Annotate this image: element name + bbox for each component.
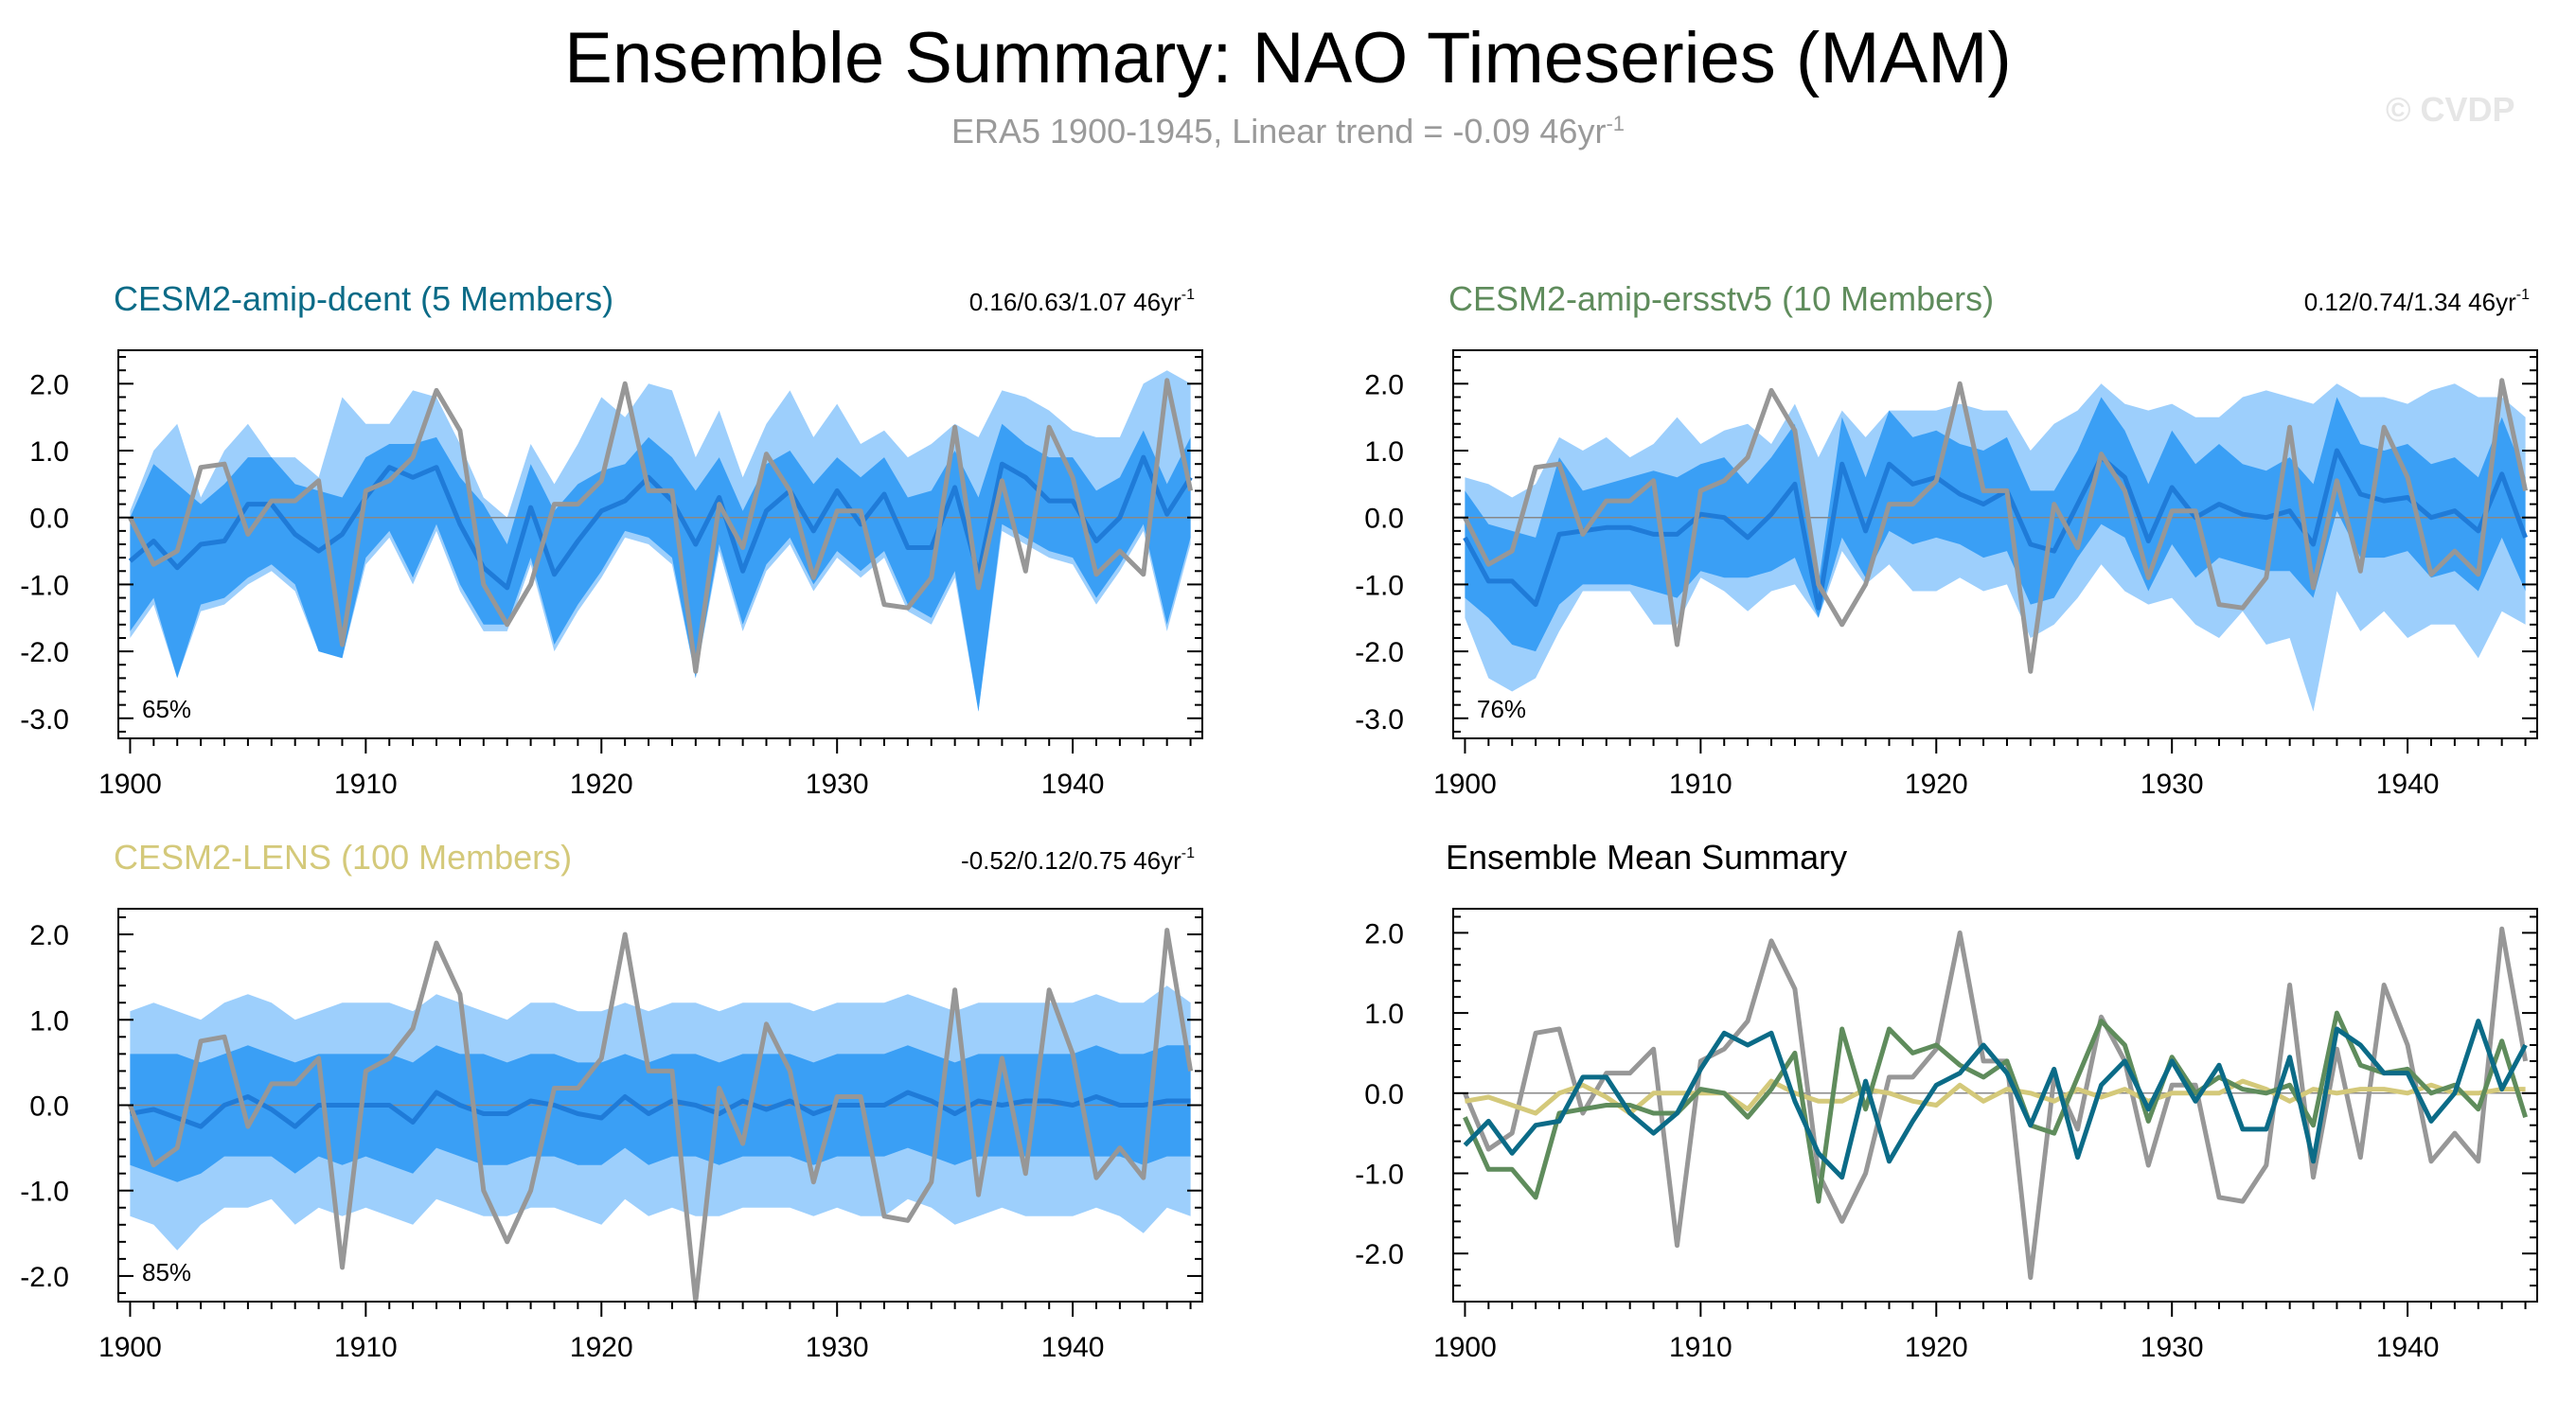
y-tick-label: -3.0 bbox=[20, 704, 69, 736]
panel-1: 2.0 1.0 0.0 -1.0 -2.0 -3.0 1900 1910 1920 1930 194… bbox=[20, 279, 1203, 800]
y-tick-label: -2.0 bbox=[20, 1262, 69, 1293]
inner-range-band bbox=[130, 423, 1191, 712]
y-tick-label: 0.0 bbox=[1364, 1079, 1404, 1110]
x-tick-label: 1910 bbox=[1669, 1332, 1732, 1363]
inner-range-band bbox=[130, 1045, 1191, 1182]
trend-label: 0.12/0.74/1.34 46yr-1 bbox=[2304, 287, 2530, 316]
x-tick-label: 1900 bbox=[1433, 769, 1497, 800]
x-tick-label: 1930 bbox=[806, 769, 869, 800]
percent-label: 65% bbox=[142, 695, 191, 723]
y-tick-label: 2.0 bbox=[1364, 369, 1404, 400]
x-tick-label: 1900 bbox=[98, 769, 162, 800]
y-tick-label: 1.0 bbox=[29, 1005, 69, 1037]
x-tick-label: 1910 bbox=[334, 769, 398, 800]
panel-title: CESM2-LENS (100 Members) bbox=[114, 838, 572, 877]
subtitle-exponent: -1 bbox=[1606, 112, 1625, 135]
observed-line bbox=[128, 928, 1194, 1304]
percent-label: 76% bbox=[1477, 695, 1526, 723]
x-tick-label: 1920 bbox=[1905, 1332, 1968, 1363]
y-tick-label: -1.0 bbox=[20, 570, 69, 601]
x-tick-label: 1930 bbox=[2141, 769, 2204, 800]
y-tick-label: 2.0 bbox=[1364, 918, 1404, 949]
x-tick-label: 1900 bbox=[98, 1332, 162, 1363]
trend-exponent: -1 bbox=[1181, 287, 1195, 303]
trend-exponent: -1 bbox=[1181, 845, 1195, 861]
x-tick-label: 1930 bbox=[2141, 1332, 2204, 1363]
main-title: Ensemble Summary: NAO Timeseries (MAM) bbox=[564, 18, 2012, 98]
x-tick-label: 1920 bbox=[1905, 769, 1968, 800]
y-tick-label: -1.0 bbox=[1355, 570, 1404, 601]
y-tick-label: 0.0 bbox=[29, 504, 69, 535]
y-tick-label: -1.0 bbox=[20, 1177, 69, 1208]
y-tick-label: 0.0 bbox=[29, 1091, 69, 1123]
x-tick-label: 1920 bbox=[570, 769, 633, 800]
y-tick-label: 1.0 bbox=[29, 436, 69, 468]
series-line-2 bbox=[1464, 1078, 2526, 1116]
x-tick-label: 1940 bbox=[2376, 769, 2440, 800]
y-tick-label: 2.0 bbox=[29, 369, 69, 400]
ensemble-mean-line bbox=[129, 1090, 1191, 1129]
panel-title: Ensemble Mean Summary bbox=[1446, 838, 1847, 877]
x-tick-label: 1910 bbox=[334, 1332, 398, 1363]
subtitle-text: ERA5 1900-1945, Linear trend = -0.09 46y… bbox=[950, 112, 1607, 151]
x-tick-label: 1940 bbox=[1041, 769, 1105, 800]
y-tick-label: -2.0 bbox=[1355, 1239, 1404, 1270]
panel-title: CESM2-amip-ersstv5 (10 Members) bbox=[1448, 279, 1994, 318]
ensemble-mean-line bbox=[1463, 448, 2528, 611]
x-tick-label: 1930 bbox=[806, 1332, 869, 1363]
y-tick-label: -2.0 bbox=[1355, 637, 1404, 668]
series-line-4 bbox=[1463, 1019, 2528, 1180]
y-tick-label: -1.0 bbox=[1355, 1159, 1404, 1190]
percent-label: 85% bbox=[142, 1258, 191, 1286]
observed-line bbox=[1463, 378, 2529, 674]
trend-text: 0.12/0.74/1.34 46yr bbox=[2304, 288, 2516, 316]
trend-label: 0.16/0.63/1.07 46yr-1 bbox=[969, 287, 1195, 316]
observed-line bbox=[128, 378, 1194, 674]
panel-2: 2.0 1.0 0.0 -1.0 -2.0 -3.0 1900 1910 1920 1930 194… bbox=[1355, 279, 2538, 800]
y-tick-label: -2.0 bbox=[20, 637, 69, 668]
trend-text: -0.52/0.12/0.75 46yr bbox=[961, 846, 1181, 875]
x-tick-label: 1940 bbox=[1041, 1332, 1105, 1363]
x-tick-label: 1910 bbox=[1669, 769, 1732, 800]
trend-label: -0.52/0.12/0.75 46yr-1 bbox=[961, 845, 1195, 875]
x-tick-label: 1940 bbox=[2376, 1332, 2440, 1363]
subtitle: ERA5 1900-1945, Linear trend = -0.09 46y… bbox=[0, 112, 2576, 151]
panel-4: 2.0 1.0 0.0 -1.0 -2.0 1900 1910 1920 1930 1940 Ens… bbox=[1355, 838, 2538, 1363]
y-tick-label: 0.0 bbox=[1364, 504, 1404, 535]
trend-exponent: -1 bbox=[2516, 287, 2530, 303]
panel-3: 2.0 1.0 0.0 -1.0 -2.0 1900 1910 1920 1930 1940 CES… bbox=[20, 838, 1203, 1363]
plot-frame bbox=[1452, 908, 2538, 1303]
trend-text: 0.16/0.63/1.07 46yr bbox=[969, 288, 1181, 316]
x-tick-label: 1920 bbox=[570, 1332, 633, 1363]
y-tick-label: 1.0 bbox=[1364, 999, 1404, 1030]
y-tick-label: 2.0 bbox=[29, 920, 69, 951]
y-tick-label: -3.0 bbox=[1355, 704, 1404, 736]
inner-range-band bbox=[1465, 397, 2526, 652]
y-tick-label: 1.0 bbox=[1364, 436, 1404, 468]
watermark: © CVDP bbox=[2386, 90, 2515, 129]
panel-title: CESM2-amip-dcent (5 Members) bbox=[114, 279, 613, 318]
x-tick-label: 1900 bbox=[1433, 1332, 1497, 1363]
